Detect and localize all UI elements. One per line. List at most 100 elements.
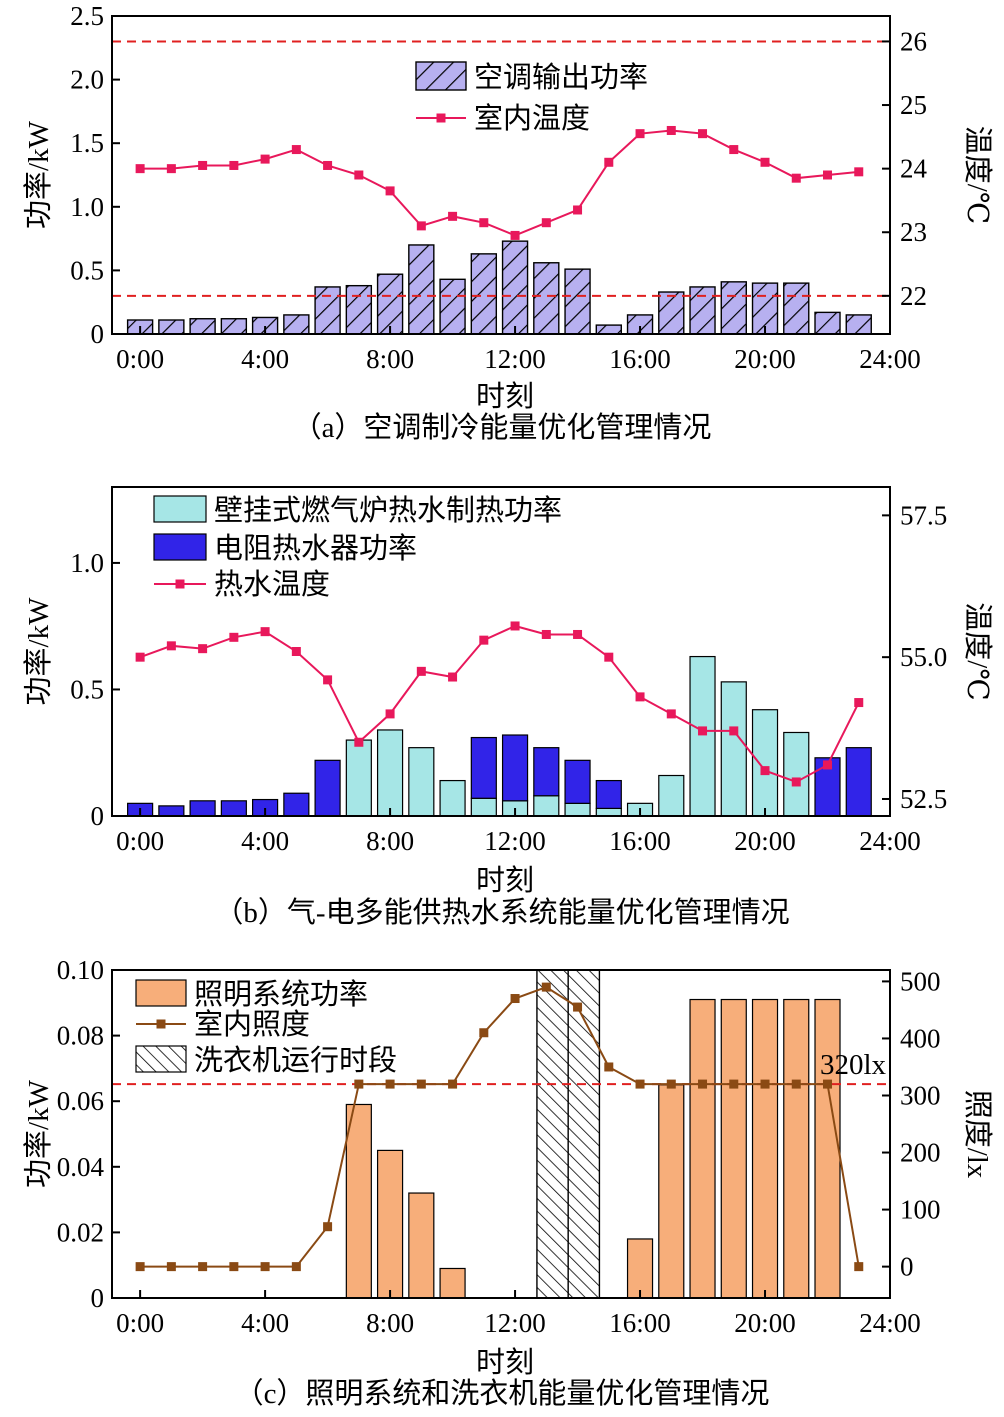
plot-frame (111, 15, 891, 335)
bar-electric-heater-h5 (283, 792, 310, 817)
point-temperature-h15 (604, 157, 614, 167)
bar-ac-power-h1 (158, 319, 185, 335)
x-tick-label: 16:00 (609, 1308, 671, 1338)
bar-ac-power-h15 (595, 324, 622, 335)
legend-swatch-lighting (135, 979, 187, 1007)
point-illuminance-h18 (698, 1079, 708, 1089)
bar-lighting-power-h7 (345, 1103, 372, 1299)
legend-marker-lux (156, 1019, 166, 1029)
point-temperature-h15 (604, 652, 614, 662)
point-illuminance-h17 (666, 1079, 676, 1089)
y-tick-label: 0.04 (57, 1152, 105, 1182)
point-temperature-h20 (760, 157, 770, 167)
y-tick-label: 1.0 (70, 548, 104, 578)
x-tick-label: 16:00 (609, 344, 671, 374)
y2-tick-label: 100 (900, 1195, 941, 1225)
point-temperature-h22 (823, 760, 833, 770)
bar-ac-power-h6 (314, 286, 341, 335)
point-temperature-h18 (698, 129, 708, 139)
bar-lighting-power-h19 (720, 998, 747, 1299)
bar-lighting-power-h8 (376, 1149, 404, 1299)
bar-ac-power-h17 (658, 291, 685, 335)
point-illuminance-h5 (291, 1262, 301, 1272)
y2-tick-label: 500 (900, 966, 941, 996)
bar-lighting-power-h17 (658, 1084, 685, 1299)
y2-tick-label: 0 (900, 1252, 914, 1282)
point-temperature-h10 (448, 672, 458, 682)
chart-panel-c: 320lx 0:00 4:00 8:00 12:00 16:00 20:00 24:00 0 0.… (22, 955, 994, 1410)
point-temperature-h20 (760, 766, 770, 776)
bar-gas-heater-h15 (595, 807, 622, 817)
y2-tick-label: 23 (900, 217, 927, 247)
y2-tick-label: 400 (900, 1023, 941, 1053)
point-temperature-h5 (291, 647, 301, 656)
bar-lighting-power-h10 (439, 1267, 466, 1299)
x-tick-label: 8:00 (366, 344, 414, 374)
x-tick-label: 24:00 (859, 344, 921, 374)
bar-gas-heater-h10 (439, 779, 466, 817)
point-illuminance-h9 (416, 1079, 426, 1089)
y-tick-label: 0.06 (57, 1086, 104, 1116)
point-temperature-h11 (479, 218, 489, 228)
bar-ac-power-h20 (751, 282, 779, 335)
bar-gas-heater-h11 (470, 797, 497, 817)
point-temperature-h1 (166, 164, 176, 174)
point-temperature-h4 (260, 154, 270, 164)
y-tick-label: 2.0 (70, 65, 104, 95)
point-temperature-h16 (635, 692, 645, 702)
legend-marker-temp (436, 113, 446, 123)
point-temperature-h9 (416, 666, 426, 676)
point-temperature-h11 (479, 635, 489, 645)
x-tick-label: 12:00 (484, 344, 546, 374)
point-illuminance-h14 (573, 1002, 583, 1012)
y2-tick-label: 57.5 (900, 500, 947, 530)
point-temperature-h17 (666, 125, 676, 135)
bar-gas-heater-h9 (408, 747, 435, 817)
point-illuminance-h6 (323, 1222, 333, 1232)
panel-caption: （b）气-电多能供热水系统能量优化管理情况 (214, 896, 789, 929)
y-tick-label: 0 (91, 801, 105, 831)
x-tick-label: 0:00 (116, 826, 164, 856)
point-temperature-h21 (791, 777, 801, 787)
point-temperature-h17 (666, 709, 676, 719)
point-temperature-h6 (323, 160, 333, 170)
x-tick-label: 24:00 (859, 826, 921, 856)
bar-electric-heater-h15 (595, 779, 622, 810)
x-axis-label: 时刻 (476, 864, 534, 897)
point-temperature-h10 (448, 211, 458, 221)
bar-ac-power-h8 (376, 273, 404, 335)
legend-label-lighting: 照明系统功率 (194, 978, 368, 1011)
point-temperature-h14 (573, 629, 583, 639)
y2-tick-label: 22 (900, 281, 927, 311)
point-temperature-h7 (354, 170, 364, 180)
point-illuminance-h1 (166, 1262, 176, 1272)
washer-period-block-1 (536, 969, 569, 1299)
point-illuminance-h0 (135, 1262, 145, 1272)
point-illuminance-h16 (635, 1079, 645, 1089)
point-illuminance-h21 (791, 1079, 801, 1089)
bar-ac-power-h11 (470, 253, 498, 335)
x-tick-label: 8:00 (366, 826, 414, 856)
y-tick-label: 0.02 (57, 1217, 104, 1247)
point-illuminance-h22 (823, 1079, 833, 1089)
legend-label-electric: 电阻热水器功率 (214, 532, 417, 565)
x-tick-label: 20:00 (734, 826, 796, 856)
x-tick-label: 20:00 (734, 344, 796, 374)
bar-ac-power-h14 (564, 268, 591, 335)
point-temperature-h21 (791, 173, 801, 183)
bar-gas-heater-h19 (720, 681, 747, 817)
bar-electric-heater-h2 (189, 800, 216, 817)
legend-label-washer: 洗衣机运行时段 (194, 1044, 397, 1077)
y-tick-label: 1.5 (70, 128, 104, 158)
y2-tick-label: 26 (900, 26, 927, 56)
bar-ac-power-h22 (814, 311, 841, 335)
bar-ac-power-h2 (189, 318, 216, 335)
x-tick-label: 4:00 (241, 344, 289, 374)
legend-swatch-washer (135, 1045, 187, 1073)
bar-electric-heater-h11 (470, 736, 497, 799)
point-temperature-h13 (541, 629, 551, 639)
point-temperature-h18 (698, 726, 708, 736)
legend-label-ac-power: 空调输出功率 (474, 61, 648, 94)
